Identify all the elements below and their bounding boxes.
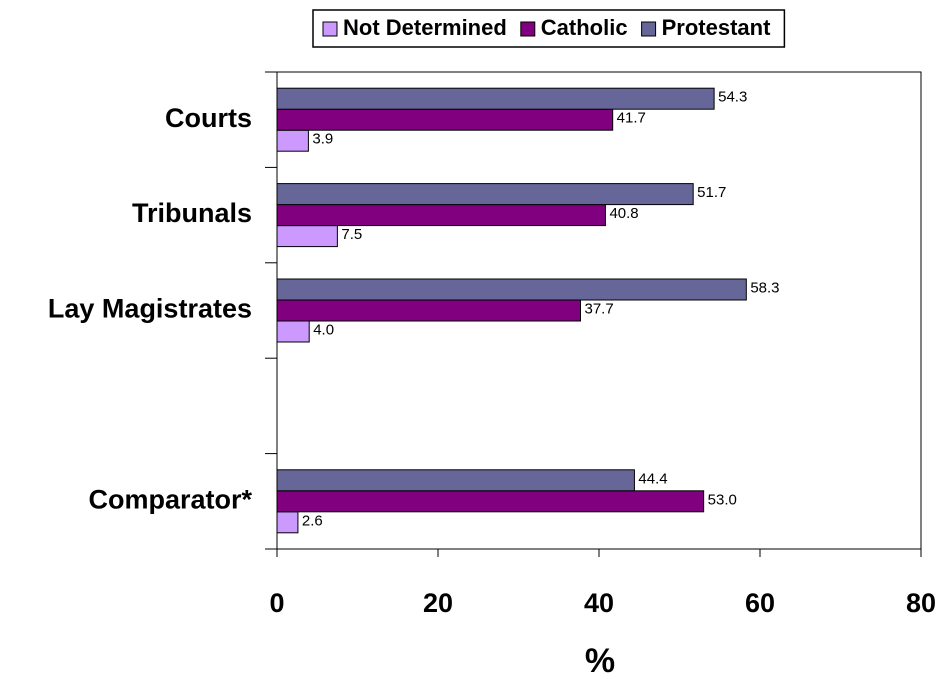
legend-label: Protestant: [662, 15, 771, 40]
data-label: 7.5: [341, 226, 362, 243]
data-label: 44.4: [638, 470, 667, 487]
data-label: 54.3: [718, 89, 747, 106]
data-label: 58.3: [750, 279, 779, 296]
bar: [276, 87, 715, 110]
x-tick-label: 0: [269, 588, 284, 618]
legend-box: [312, 9, 786, 48]
data-label: 4.0: [313, 321, 334, 338]
legend: Not Determined Catholic Protestant: [312, 9, 786, 48]
bar: [276, 511, 299, 534]
bar: [276, 129, 309, 152]
bar: [276, 490, 705, 513]
bar: [276, 299, 581, 322]
legend-swatch: [322, 21, 338, 37]
bar: [276, 204, 606, 227]
data-label: 51.7: [697, 184, 726, 201]
y-tick-label: Lay Magistrates: [48, 294, 252, 324]
x-axis-label: %: [585, 642, 615, 679]
data-label: 41.7: [617, 110, 646, 127]
y-tick-label: Comparator*: [88, 484, 252, 514]
legend-swatch: [641, 21, 657, 37]
legend-label: Not Determined: [343, 15, 507, 40]
data-label: 40.8: [609, 205, 638, 222]
data-label: 2.6: [302, 512, 323, 529]
bar: [276, 320, 310, 343]
bar: [276, 225, 338, 248]
y-tick-label: Courts: [165, 103, 252, 133]
bar: [276, 183, 694, 206]
legend-swatch: [520, 21, 536, 37]
x-tick-label: 20: [423, 588, 453, 618]
bar: [276, 469, 635, 492]
data-label: 53.0: [708, 491, 737, 508]
x-tick-label: 60: [745, 588, 775, 618]
legend-label: Catholic: [541, 15, 628, 40]
data-label: 37.7: [584, 300, 613, 317]
x-tick-label: 80: [906, 588, 936, 618]
bar: [276, 278, 747, 301]
bar: [276, 108, 614, 131]
x-tick-label: 40: [584, 588, 614, 618]
y-tick-label: Tribunals: [132, 198, 252, 228]
data-label: 3.9: [312, 131, 333, 148]
